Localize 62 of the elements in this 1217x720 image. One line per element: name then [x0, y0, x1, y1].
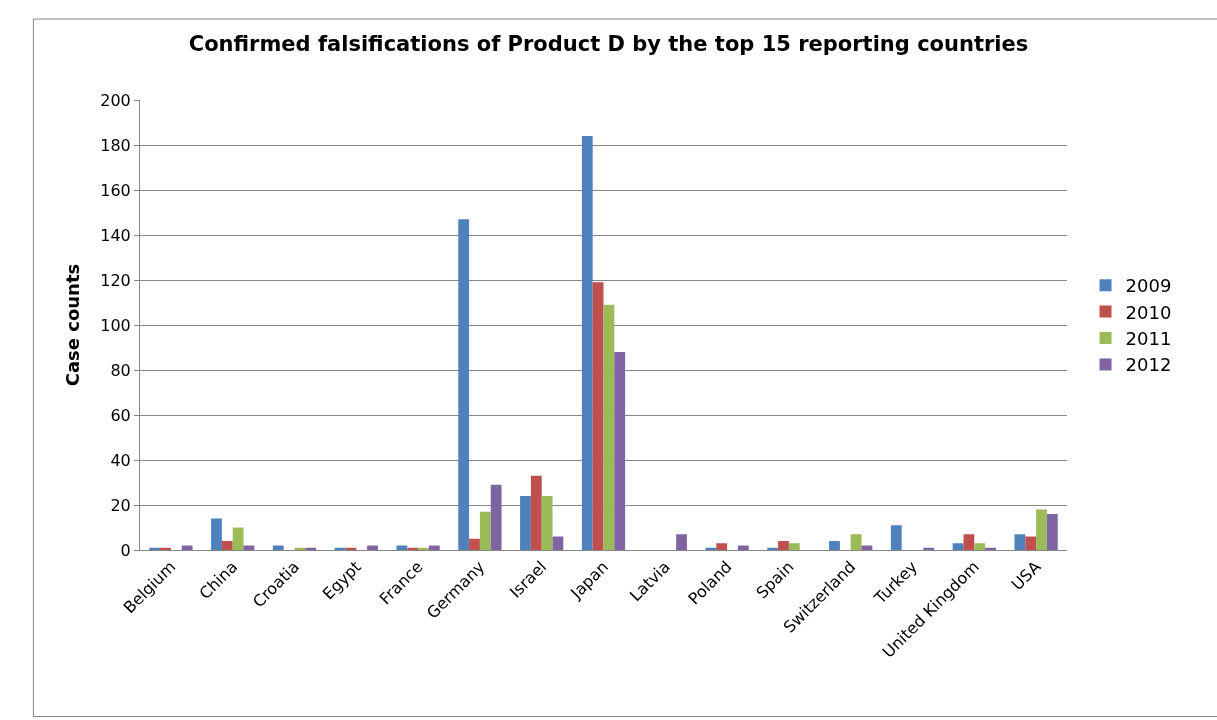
bar	[1014, 534, 1026, 550]
y-tick-label: 200	[100, 90, 131, 110]
bar	[614, 352, 626, 550]
bar	[778, 541, 789, 550]
bar	[581, 136, 593, 550]
legend-label: 2009	[1125, 275, 1172, 297]
bar	[767, 547, 779, 550]
bar	[974, 543, 986, 550]
bar	[221, 541, 233, 550]
bar	[345, 547, 357, 550]
bar	[490, 484, 502, 550]
chart-title: Confirmed falsifications of Product D by the top 15 reporting countries	[188, 31, 1029, 56]
bar	[603, 304, 615, 550]
bar	[923, 547, 935, 550]
bar	[428, 545, 440, 550]
bar	[418, 547, 429, 550]
bar	[541, 496, 553, 550]
bar	[1025, 536, 1037, 550]
bar	[149, 547, 161, 550]
bar	[160, 547, 171, 550]
bar	[407, 547, 419, 550]
bar	[520, 496, 531, 550]
y-tick-label: 0	[120, 540, 131, 560]
y-tick-label: 40	[110, 450, 131, 470]
bar	[985, 547, 996, 550]
bar	[469, 538, 480, 550]
bar	[705, 547, 717, 550]
bar	[530, 475, 542, 550]
bar	[952, 543, 964, 550]
legend-label: 2011	[1125, 328, 1172, 350]
bar	[367, 545, 378, 550]
y-tick-label: 20	[110, 495, 131, 515]
bar	[1046, 514, 1058, 550]
x-tick-label: USA	[1007, 557, 1045, 595]
y-tick-label: 120	[100, 270, 131, 290]
bar	[305, 547, 317, 550]
bar	[716, 543, 728, 550]
bar	[737, 545, 749, 550]
bar	[829, 541, 840, 550]
bar	[850, 534, 862, 550]
bar	[890, 525, 902, 550]
legend-label: 2012	[1125, 354, 1172, 376]
legend-label: 2010	[1125, 301, 1172, 323]
bar	[479, 511, 491, 550]
y-axis-title: Case counts	[62, 263, 84, 387]
y-tick-label: 100	[100, 315, 131, 335]
y-tick-label: 140	[100, 225, 131, 245]
bar	[272, 545, 284, 550]
bar	[788, 543, 800, 550]
bar	[181, 545, 193, 550]
bar	[458, 219, 470, 550]
bar	[232, 527, 244, 550]
bar	[396, 545, 408, 550]
y-tick-label: 160	[100, 180, 131, 200]
bar	[1036, 509, 1047, 550]
bar	[676, 534, 687, 550]
bar	[963, 534, 975, 550]
bar	[211, 518, 222, 550]
y-tick-label: 180	[100, 135, 131, 155]
y-tick-label: 60	[110, 405, 131, 425]
bar	[592, 282, 604, 550]
y-tick-label: 80	[110, 360, 131, 380]
